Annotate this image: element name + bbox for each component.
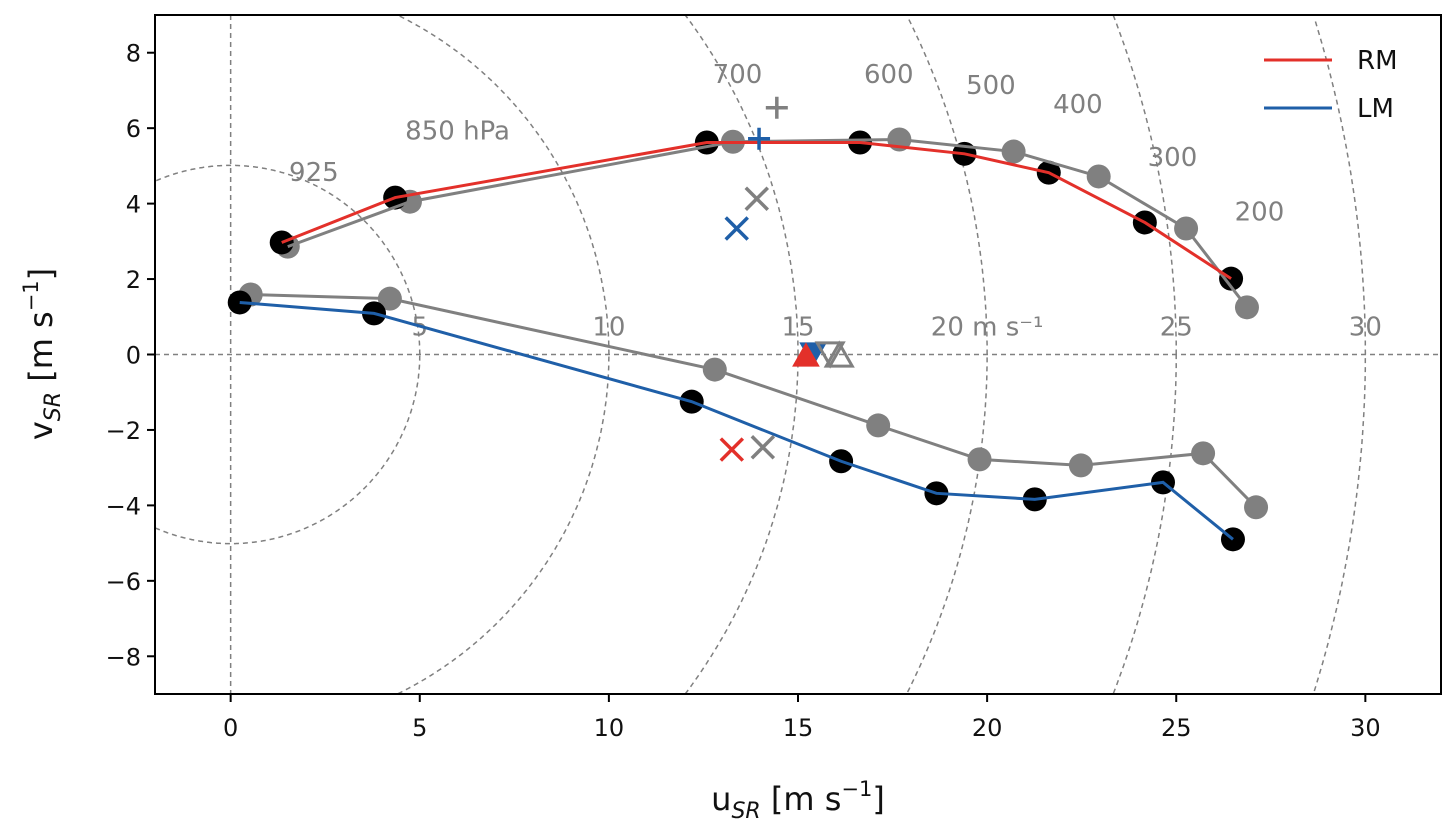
x-marker	[724, 216, 749, 241]
ring-label: 30	[1349, 313, 1382, 343]
series-line-2	[239, 300, 1234, 541]
triangle-up-marker	[823, 340, 855, 368]
pressure-label: 925	[289, 158, 339, 188]
series-line-1	[287, 137, 1249, 309]
triangle-up-marker	[792, 342, 820, 367]
pressure-label: 700	[713, 60, 763, 90]
x-marker	[719, 437, 745, 462]
pressure-label: 850 hPa	[405, 116, 510, 146]
y-tick-label: −8	[106, 643, 141, 671]
plus-marker	[748, 127, 771, 150]
plot-frame	[154, 14, 1442, 695]
x-marker	[744, 186, 770, 211]
legend-label-lm: LM	[1357, 94, 1394, 124]
series-line-3	[250, 293, 1258, 509]
speed-ring	[397, 14, 610, 695]
y-tick-label: 8	[126, 40, 141, 68]
x-tick-label: 10	[594, 714, 625, 742]
triangle-down-marker	[814, 341, 846, 369]
plot-content: 925 850 hPa 700 600 500 400 300 200	[227, 60, 1285, 552]
ring-label: 25	[1160, 313, 1193, 343]
x-tick-label: 30	[1350, 714, 1381, 742]
x-tick-label: 0	[223, 714, 238, 742]
legend: RM LM	[1264, 46, 1398, 124]
y-axis-label: vSR [m s−1]	[19, 268, 66, 440]
y-tick-label: 4	[126, 191, 141, 219]
y-tick-label: 0	[126, 342, 141, 370]
ring-label: 10	[592, 313, 625, 343]
ring-label: 15	[781, 313, 814, 343]
ring-label: 20 m s⁻¹	[931, 313, 1044, 343]
y-tick-label: −2	[106, 417, 141, 445]
x-tick-label: 15	[783, 714, 814, 742]
pressure-label: 500	[966, 71, 1016, 101]
speed-ring	[684, 14, 799, 695]
pressure-label: 600	[864, 60, 914, 90]
pressure-label: 300	[1148, 143, 1198, 173]
x-tick-label: 25	[1161, 714, 1192, 742]
speed-ring	[1313, 17, 1367, 692]
speed-ring	[906, 16, 988, 693]
x-tick-label: 5	[412, 714, 427, 742]
axis-ticks: 0 5 10 15 20 25 30 −8 −6 −4 −2 0 2 4 6 8	[106, 40, 1381, 742]
series-line-0	[281, 141, 1232, 280]
y-tick-label: 6	[126, 115, 141, 143]
pressure-label: 200	[1235, 198, 1285, 228]
x-tick-label: 20	[972, 714, 1003, 742]
y-tick-label: 2	[126, 266, 141, 294]
x-marker	[750, 435, 776, 460]
speed-ring	[1112, 15, 1177, 694]
pressure-label: 400	[1053, 90, 1103, 120]
plus-marker	[765, 96, 788, 119]
y-tick-label: −4	[106, 492, 141, 520]
speed-rings: 5 10 15 20 m s⁻¹ 25 30	[154, 14, 1441, 695]
y-tick-label: −6	[106, 568, 141, 596]
x-axis-label: uSR [m s−1]	[711, 777, 885, 824]
legend-label-rm: RM	[1357, 46, 1398, 76]
